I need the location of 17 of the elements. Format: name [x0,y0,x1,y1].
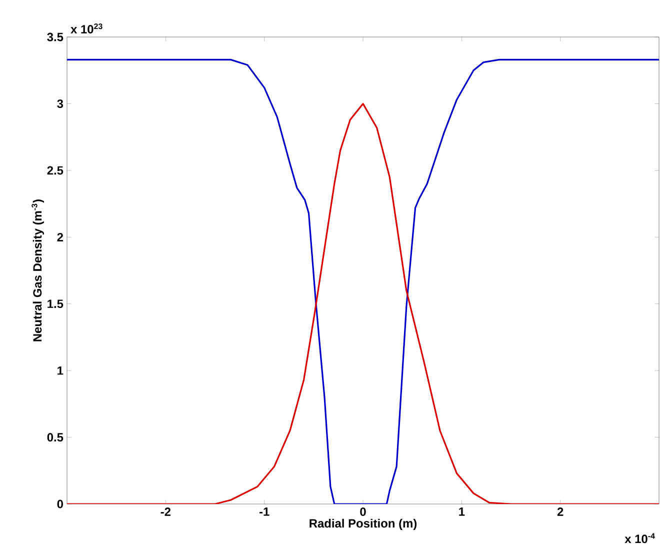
y-tick-label: 3 [57,99,64,108]
text: x 10$^{-4}$ [624,533,655,544]
x-tick-label: -2 [160,508,171,516]
text: x 10$^{23}$ [70,23,102,34]
x-axis-title: Radial Position (m) [310,518,417,530]
y-tick-label: 1.5 [48,300,64,308]
y-axis-title: Neutral Gas Density (m$^{-3}$) [32,200,44,342]
x-tick-label: 0 [360,508,366,516]
y-tick-label: 1 [58,366,64,375]
x-tick-label: 2 [557,508,564,516]
y-tick-label: 2 [57,232,64,242]
y-tick-label: 3.5 [47,32,64,42]
x-tick-label: 1 [459,508,465,516]
y-tick-label: 2.5 [47,166,64,175]
y-tick-label: 0.5 [47,433,64,442]
y-tick-label: 0 [57,500,63,508]
x-tick-label: -1 [259,508,270,516]
